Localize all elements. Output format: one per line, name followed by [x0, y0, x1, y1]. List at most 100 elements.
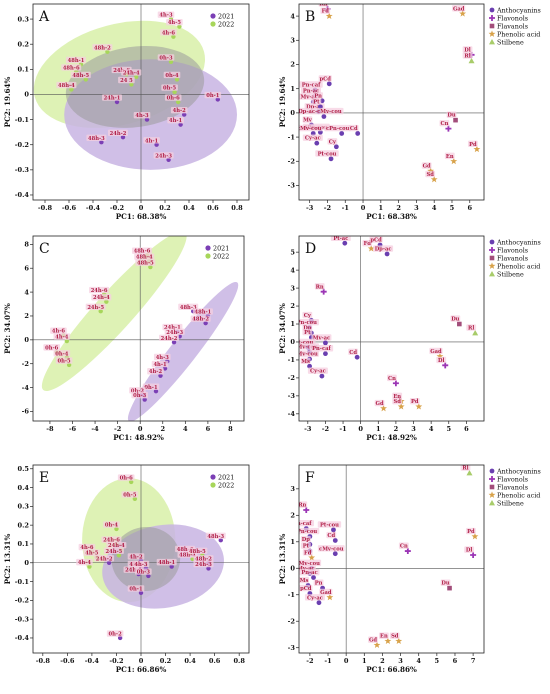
point-label: 4h-5 — [168, 20, 182, 26]
point-label: 48h-5 — [72, 73, 89, 79]
point-label-bg — [132, 560, 150, 568]
data-point-phenolic_acid — [471, 532, 479, 540]
point-label: Du — [447, 113, 455, 119]
point-label: 4h-3 — [134, 562, 148, 568]
x-tick-label: 0 — [344, 657, 349, 665]
y-tick-label: -3 — [288, 182, 296, 190]
point-label: Sd — [394, 399, 402, 405]
point-label: Cy-ac — [307, 595, 323, 601]
x-tick-label: -2 — [306, 657, 313, 665]
point-label: 48h-4 — [58, 83, 75, 89]
point-label-bg — [302, 311, 313, 319]
data-point-flavonols — [470, 552, 477, 559]
point-label: Pd — [467, 529, 475, 535]
point-label-bg — [348, 348, 359, 356]
point-label-bg — [70, 71, 91, 79]
point-label: Gd — [369, 638, 377, 644]
data-point-phenolic_acid — [373, 641, 381, 648]
point-label-bg — [61, 64, 82, 71]
point-label: tPn-cou — [295, 529, 318, 535]
point-label: cMv-cou — [297, 126, 322, 132]
point-label-bg — [135, 568, 152, 575]
data-point — [153, 388, 159, 394]
point-label-bg — [160, 29, 177, 36]
data-point — [182, 112, 187, 117]
point-label: 0h-1 — [206, 93, 220, 99]
confidence-ellipse-overlap — [65, 45, 205, 128]
point-label-bg — [467, 140, 478, 147]
point-label: 4h-4 — [78, 560, 92, 566]
confidence-ellipse-2022 — [41, 236, 187, 392]
point-label-bg — [161, 84, 178, 91]
point-label-bg — [127, 553, 145, 560]
point-label-bg — [151, 360, 169, 368]
data-point — [218, 538, 223, 543]
point-label: 24h-5 — [87, 305, 104, 311]
data-point — [128, 479, 134, 485]
legend-marker-stilbene — [489, 39, 495, 45]
point-label: Rn — [298, 503, 306, 509]
y-tick-label: -3 — [288, 392, 296, 400]
point-label: Cy — [304, 313, 312, 319]
x-tick-label: -3 — [306, 204, 314, 212]
point-label-bg — [425, 170, 436, 178]
point-label: En — [393, 394, 401, 400]
point-label: cMv-cou — [293, 352, 318, 358]
point-label-bg — [53, 333, 71, 340]
data-point-anthocyanins — [331, 527, 336, 533]
point-label-bg — [392, 398, 403, 405]
point-label-bg — [299, 81, 323, 88]
point-label: 24h-4 — [93, 295, 110, 301]
data-point — [99, 140, 104, 145]
point-label-bg — [193, 555, 214, 562]
point-label: 4h-6 — [80, 545, 94, 551]
x-axis-label: PC1: 66.86% — [366, 665, 417, 674]
x-tick-label: 0.6 — [209, 657, 221, 665]
point-label: 48h-3 — [88, 136, 105, 142]
point-label: Fd — [304, 550, 312, 556]
point-label-bg — [121, 491, 139, 498]
point-label: Cn — [400, 544, 408, 550]
panel-letter: C — [39, 241, 50, 257]
data-point-anthocyanins — [339, 131, 345, 136]
legend-marker-2022 — [210, 21, 216, 27]
data-point-phenolic_acid — [395, 637, 403, 644]
point-label: pCd — [300, 586, 312, 592]
point-label: 48h-2 — [195, 556, 212, 562]
panel-letter: A — [38, 9, 50, 25]
point-label-bg — [464, 546, 475, 553]
point-label-bg — [302, 116, 313, 123]
x-tick-label: 0.2 — [159, 204, 170, 212]
point-label: 24h-2 — [110, 131, 127, 137]
point-label: 48h-1 — [158, 560, 175, 566]
y-tick-label: -1 — [288, 591, 295, 599]
data-point — [144, 117, 150, 122]
y-axis-label: PC2: 13.31% — [3, 534, 12, 585]
point-label-bg — [204, 91, 222, 99]
point-label-bg — [319, 588, 333, 596]
x-tick-label: 0 — [139, 204, 144, 212]
point-label: Pt-cou — [318, 151, 337, 157]
point-label: 0h-2 — [109, 632, 123, 638]
y-tick-label: -4 — [288, 410, 296, 418]
point-label: Pn-caf — [312, 346, 331, 352]
y-tick-label: 0.4 — [18, 484, 30, 492]
y-tick-label: 5 — [290, 248, 295, 256]
point-label: 24h-4 — [123, 70, 140, 76]
y-tick-label: -0.2 — [15, 597, 29, 605]
point-label: 48h-1 — [68, 58, 85, 64]
point-label-bg — [387, 374, 397, 382]
y-tick-label: -4 — [22, 384, 30, 392]
x-tick-label: -2 — [324, 204, 331, 212]
point-label-bg — [317, 521, 342, 528]
x-tick-label: 4 — [432, 204, 437, 212]
data-point-stilbene — [466, 469, 473, 476]
x-tick-label: -0.4 — [85, 657, 100, 665]
